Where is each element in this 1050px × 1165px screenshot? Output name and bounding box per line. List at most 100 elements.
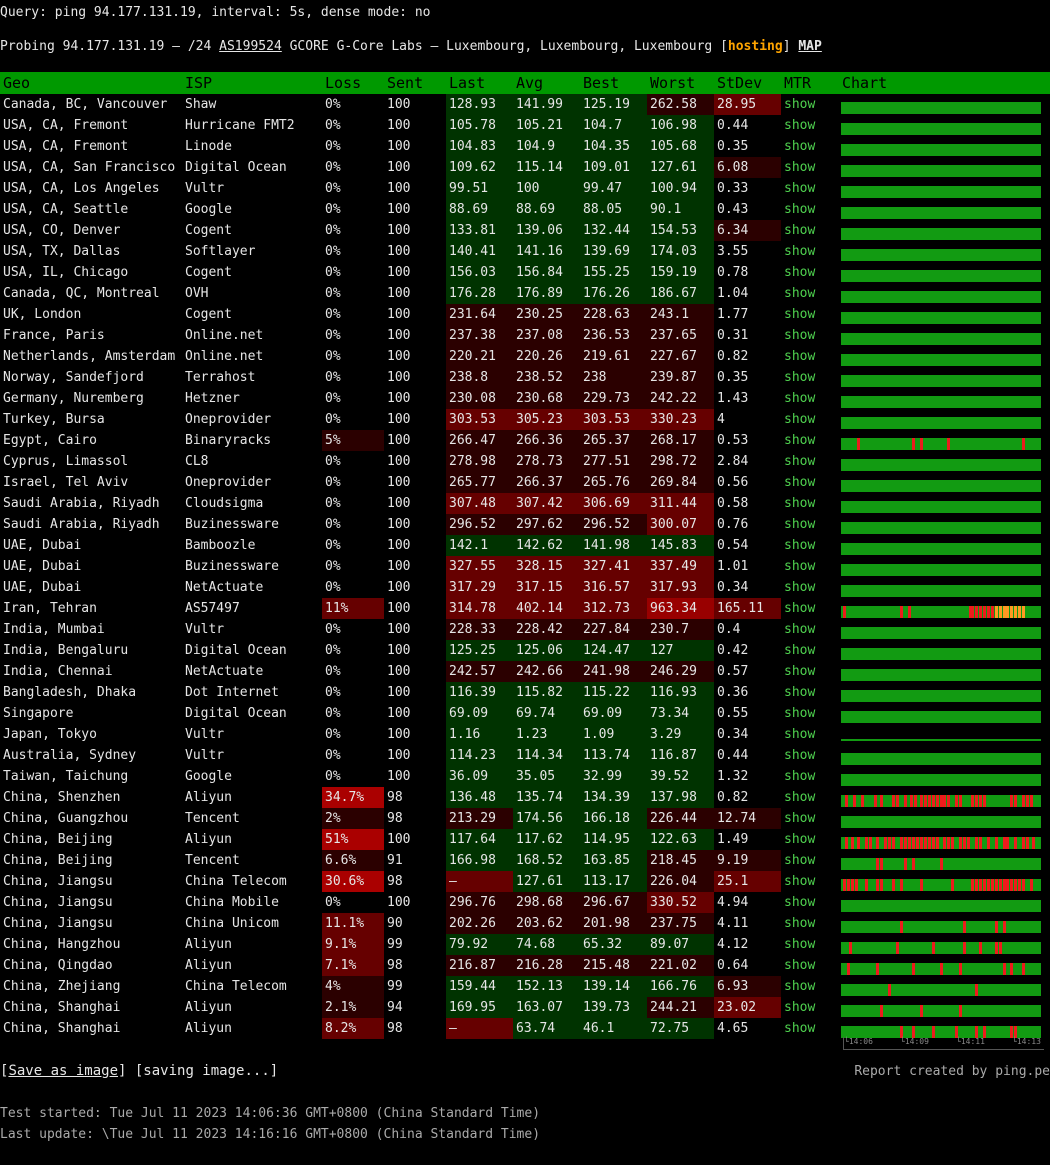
cell-avg: 174.56 [513, 808, 580, 829]
table-row: Taiwan, Taichung Google 0% 100 36.09 35.05 32.… [0, 766, 1050, 787]
cell-isp: Buzinessware [185, 517, 279, 532]
mtr-show-link[interactable]: show [784, 979, 816, 994]
mtr-show-link[interactable]: show [784, 790, 816, 805]
mtr-show-link[interactable]: show [784, 370, 816, 385]
cell-sent: 99 [387, 937, 403, 952]
cell-avg: 117.62 [513, 829, 580, 850]
cell-isp: Aliyun [185, 937, 232, 952]
mtr-show-link[interactable]: show [784, 874, 816, 889]
cell-stdev: 0.35 [717, 370, 749, 385]
loss-spike-mark [943, 794, 946, 807]
mtr-show-link[interactable]: show [784, 118, 816, 133]
table-row: Israel, Tel Aviv Oneprovider 0% 100 265.77 26… [0, 472, 1050, 493]
table-row: China, Jiangsu China Telecom 30.6% 98 –127.6… [0, 871, 1050, 892]
mtr-show-link[interactable]: show [784, 853, 816, 868]
mtr-show-link[interactable]: show [784, 622, 816, 637]
latency-sparkline [841, 1004, 1041, 1017]
cell-geo: Turkey, Bursa [3, 412, 105, 427]
loss-spike-mark [951, 836, 954, 849]
mtr-show-link[interactable]: show [784, 916, 816, 931]
mtr-show-link[interactable]: show [784, 664, 816, 679]
mtr-show-link[interactable]: show [784, 559, 816, 574]
table-row: Singapore Digital Ocean 0% 100 69.09 69.74 69.… [0, 703, 1050, 724]
probing-line: Probing 94.177.131.19 – /24 AS199524 GCO… [0, 39, 822, 54]
cell-chart [839, 913, 1050, 934]
mtr-show-link[interactable]: show [784, 937, 816, 952]
loss-spike-mark [920, 794, 923, 807]
mtr-show-link[interactable]: show [784, 769, 816, 784]
loss-spike-mark [971, 878, 974, 891]
mtr-show-link[interactable]: show [784, 643, 816, 658]
mtr-show-link[interactable]: show [784, 538, 816, 553]
mtr-show-link[interactable]: show [784, 832, 816, 847]
mtr-show-link[interactable]: show [784, 1021, 816, 1036]
mtr-show-link[interactable]: show [784, 1000, 816, 1015]
cell-loss: 0% [325, 307, 341, 322]
cell-isp: China Telecom [185, 979, 287, 994]
loss-spike-mark [876, 878, 879, 891]
cell-sent: 100 [387, 622, 411, 637]
mtr-show-link[interactable]: show [784, 601, 816, 616]
mtr-show-link[interactable]: show [784, 706, 816, 721]
cell-geo: Singapore [3, 706, 74, 721]
loss-spike-mark [995, 941, 998, 954]
mtr-show-link[interactable]: show [784, 139, 816, 154]
cell-loss: 0% [325, 496, 341, 511]
loss-spike-mark [959, 962, 962, 975]
cell-isp: Tencent [185, 811, 240, 826]
mtr-show-link[interactable]: show [784, 895, 816, 910]
cell-worst: 268.17 [647, 430, 714, 451]
mtr-show-link[interactable]: show [784, 286, 816, 301]
loss-spike-mark [1003, 878, 1006, 891]
map-link[interactable]: MAP [798, 39, 822, 54]
mtr-show-link[interactable]: show [784, 454, 816, 469]
cell-geo: USA, IL, Chicago [3, 265, 129, 280]
cell-worst: 337.49 [647, 556, 714, 577]
cell-best: 241.98 [580, 661, 647, 682]
latency-sparkline [841, 815, 1041, 828]
mtr-show-link[interactable]: show [784, 475, 816, 490]
cell-best: 277.51 [580, 451, 647, 472]
mtr-show-link[interactable]: show [784, 517, 816, 532]
mtr-show-link[interactable]: show [784, 181, 816, 196]
mtr-show-link[interactable]: show [784, 748, 816, 763]
loss-spike-mark [900, 920, 903, 933]
cell-geo: China, Jiangsu [3, 874, 113, 889]
mtr-show-link[interactable]: show [784, 727, 816, 742]
cell-loss: 0% [325, 454, 341, 469]
mtr-show-link[interactable]: show [784, 97, 816, 112]
mtr-show-link[interactable]: show [784, 433, 816, 448]
mtr-show-link[interactable]: show [784, 160, 816, 175]
cell-chart [839, 1018, 1050, 1039]
mtr-show-link[interactable]: show [784, 811, 816, 826]
mtr-show-link[interactable]: show [784, 580, 816, 595]
mtr-show-link[interactable]: show [784, 958, 816, 973]
mtr-show-link[interactable]: show [784, 265, 816, 280]
header-last: Last [446, 72, 513, 94]
mtr-show-link[interactable]: show [784, 496, 816, 511]
cell-avg: 69.74 [513, 703, 580, 724]
mtr-show-link[interactable]: show [784, 223, 816, 238]
mtr-show-link[interactable]: show [784, 328, 816, 343]
latency-sparkline [841, 311, 1041, 324]
mtr-show-link[interactable]: show [784, 391, 816, 406]
cell-best: 65.32 [580, 934, 647, 955]
cell-worst: 218.45 [647, 850, 714, 871]
cell-sent: 100 [387, 223, 411, 238]
mtr-show-link[interactable]: show [784, 412, 816, 427]
hosting-tag: hosting [727, 39, 783, 54]
mtr-show-link[interactable]: show [784, 202, 816, 217]
mtr-show-link[interactable]: show [784, 307, 816, 322]
cell-chart [839, 220, 1050, 241]
loss-spike-mark [845, 794, 848, 807]
loss-spike-mark [969, 605, 972, 618]
asn-link[interactable]: AS199524 [219, 39, 282, 54]
cell-stdev: 0.42 [717, 643, 749, 658]
cell-best: 166.18 [580, 808, 647, 829]
save-as-image-link[interactable]: Save as image [8, 1063, 119, 1079]
mtr-show-link[interactable]: show [784, 685, 816, 700]
mtr-show-link[interactable]: show [784, 349, 816, 364]
cell-isp: Google [185, 769, 232, 784]
mtr-show-link[interactable]: show [784, 244, 816, 259]
cell-isp: AS57497 [185, 601, 240, 616]
